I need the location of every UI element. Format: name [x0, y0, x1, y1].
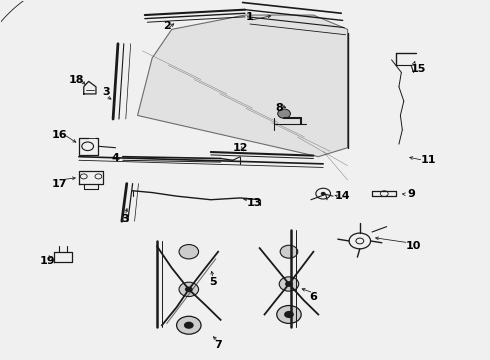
Text: 5: 5 [209, 277, 217, 287]
Circle shape [280, 245, 298, 258]
Text: 1: 1 [246, 12, 254, 22]
Text: 13: 13 [247, 198, 263, 208]
Circle shape [176, 316, 201, 334]
Text: 9: 9 [407, 189, 415, 199]
Text: 16: 16 [51, 130, 67, 140]
Circle shape [279, 277, 299, 291]
Circle shape [185, 287, 193, 292]
Text: 6: 6 [310, 292, 318, 302]
Circle shape [184, 321, 194, 329]
Circle shape [277, 306, 301, 323]
Circle shape [278, 109, 291, 118]
Circle shape [179, 282, 198, 297]
Text: 3: 3 [122, 215, 129, 224]
Text: 15: 15 [411, 64, 426, 74]
Text: 4: 4 [112, 153, 120, 163]
Text: 11: 11 [420, 155, 436, 165]
Text: 7: 7 [214, 340, 222, 350]
Circle shape [284, 311, 294, 318]
Text: 10: 10 [406, 241, 421, 251]
Text: 19: 19 [39, 256, 55, 266]
Text: 14: 14 [335, 191, 350, 201]
Circle shape [285, 281, 293, 287]
Polygon shape [138, 15, 347, 157]
Text: 17: 17 [51, 179, 67, 189]
Text: 12: 12 [232, 143, 248, 153]
Text: 18: 18 [69, 75, 84, 85]
Circle shape [179, 244, 198, 259]
Circle shape [321, 192, 326, 195]
Text: 3: 3 [102, 87, 110, 97]
Text: 2: 2 [163, 21, 171, 31]
Text: 8: 8 [275, 103, 283, 113]
